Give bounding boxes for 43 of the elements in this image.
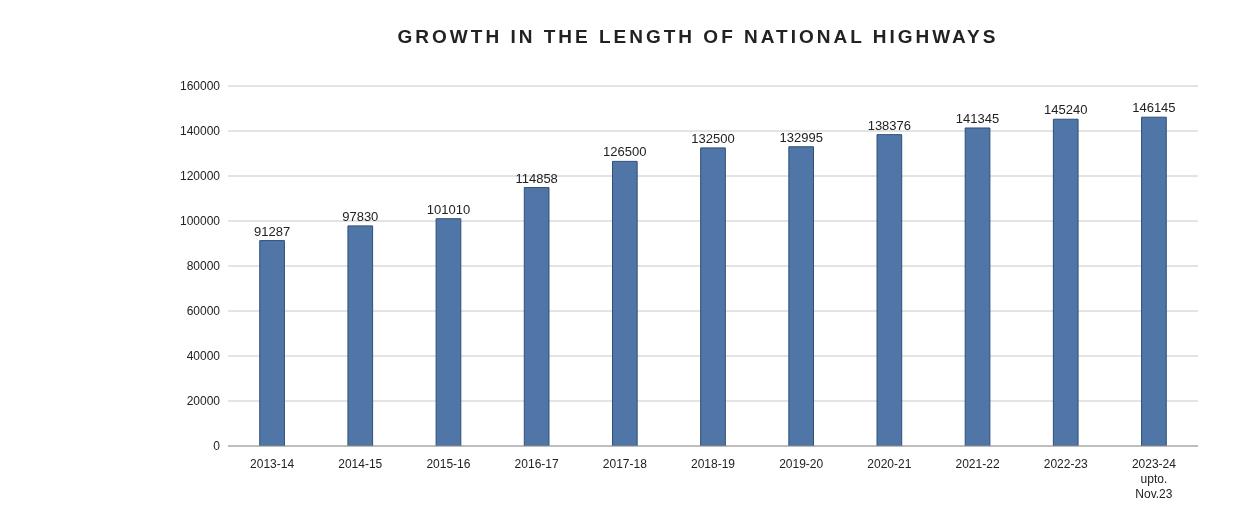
x-tick-label: 2019-20 bbox=[779, 457, 824, 471]
data-label: 146145 bbox=[1132, 100, 1176, 116]
data-label: 145240 bbox=[1044, 102, 1088, 118]
x-tick-label: 2022-23 bbox=[1043, 457, 1089, 471]
data-label: 126500 bbox=[603, 144, 647, 160]
data-label: 91287 bbox=[254, 223, 291, 239]
bar bbox=[700, 147, 726, 446]
x-tick-label: 2013-14 bbox=[250, 457, 295, 471]
bar bbox=[788, 146, 815, 446]
x-tick-label: 2017-18 bbox=[602, 457, 648, 471]
bar bbox=[611, 160, 638, 446]
data-label: 101010 bbox=[426, 201, 471, 217]
bar bbox=[347, 225, 374, 446]
bar bbox=[259, 240, 285, 446]
bar bbox=[435, 218, 462, 446]
y-tick-label: 160000 bbox=[179, 79, 221, 94]
bar bbox=[964, 127, 991, 446]
bar bbox=[1141, 116, 1167, 446]
y-tick-label: 100000 bbox=[179, 214, 221, 229]
data-label: 97830 bbox=[342, 208, 379, 224]
data-label: 132995 bbox=[779, 129, 823, 145]
x-tick-label: 2016-17 bbox=[514, 457, 559, 471]
bar bbox=[1052, 118, 1079, 446]
x-tick-label: 2015-16 bbox=[426, 457, 471, 471]
x-tick-label: 2020-21 bbox=[867, 457, 912, 471]
data-label: 138376 bbox=[867, 117, 912, 133]
x-tick-label: 2018-19 bbox=[690, 457, 736, 471]
data-label: 114858 bbox=[515, 170, 558, 186]
bar bbox=[523, 187, 550, 446]
y-tick-label: 0 bbox=[213, 439, 221, 454]
y-tick-label: 60000 bbox=[186, 304, 221, 319]
data-label: 141345 bbox=[955, 110, 1000, 126]
y-tick-label: 140000 bbox=[179, 124, 221, 139]
y-tick-label: 20000 bbox=[186, 394, 221, 409]
y-tick-label: 80000 bbox=[186, 259, 221, 274]
x-tick-label: 2021-22 bbox=[955, 457, 1000, 471]
x-tick-label: 2014-15 bbox=[338, 457, 383, 471]
chart-title: GROWTH IN THE LENGTH OF NATIONAL HIGHWAYS bbox=[396, 25, 1000, 49]
x-tick-label: 2023-24 upto. Nov.23 bbox=[1131, 457, 1177, 501]
y-tick-label: 40000 bbox=[186, 349, 221, 364]
data-label: 132500 bbox=[691, 130, 735, 146]
bar bbox=[876, 134, 903, 446]
y-tick-label: 120000 bbox=[179, 169, 221, 184]
